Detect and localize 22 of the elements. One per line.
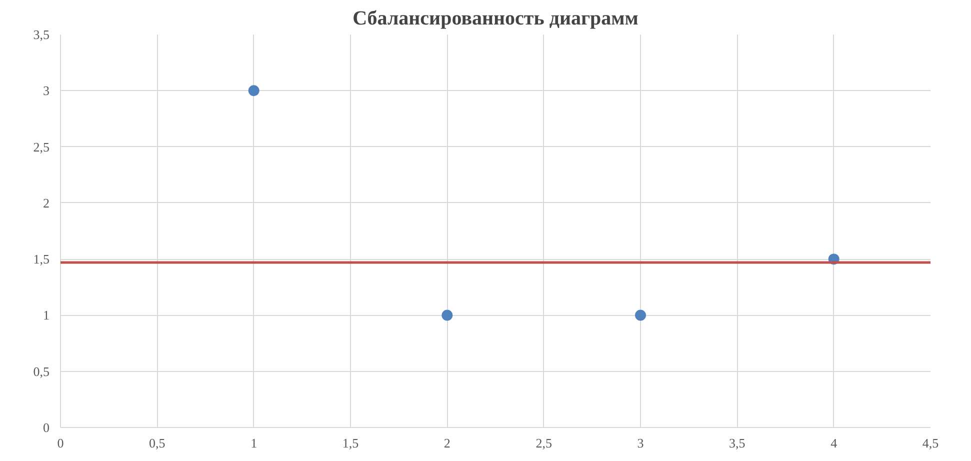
x-tick-label: 4 <box>830 436 838 450</box>
point <box>248 85 260 96</box>
x-tick-label: 0,5 <box>149 436 166 450</box>
y-tick-label: 1 <box>43 308 50 323</box>
x-tick-label: 1,5 <box>342 436 359 450</box>
y-tick-label: 2 <box>43 195 50 210</box>
chart-title: Сбалансированность диаграмм <box>352 8 638 30</box>
y-tick-label: 1,5 <box>33 252 50 267</box>
x-tick-label: 1 <box>250 436 258 450</box>
x-tick-label: 3 <box>637 436 644 450</box>
x-tick-label: 4,5 <box>922 436 939 450</box>
x-tick-label: 3,5 <box>729 436 746 450</box>
y-tick-label: 3,5 <box>33 27 50 42</box>
x-tick-label: 2,5 <box>536 436 552 450</box>
y-tick-label: 0 <box>43 420 50 435</box>
x-tick-label: 0 <box>57 436 64 450</box>
x-tick-label: 2 <box>444 436 450 450</box>
y-tick-label: 2,5 <box>33 139 50 154</box>
point <box>442 310 453 321</box>
y-tick-label: 3 <box>43 83 50 98</box>
point <box>635 310 646 321</box>
y-tick-label: 0,5 <box>33 364 50 379</box>
